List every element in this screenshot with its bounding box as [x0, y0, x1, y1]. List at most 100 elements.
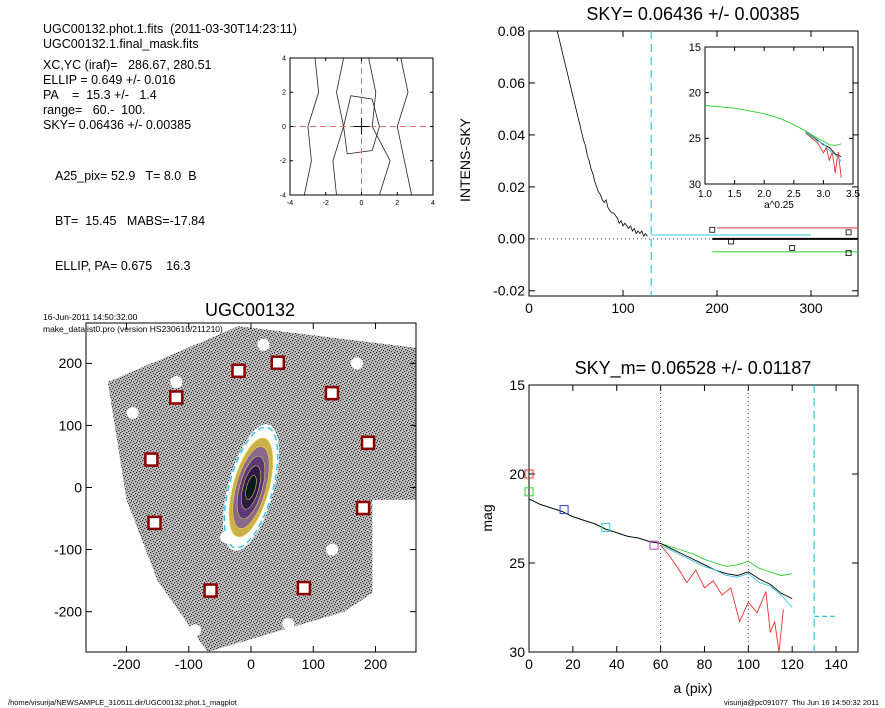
- masked-star: [151, 587, 164, 600]
- galaxy-ytick-label: 100: [59, 417, 83, 433]
- sky-xtick-label: 300: [799, 300, 823, 316]
- mask-square: [360, 435, 376, 451]
- footer-user-date: visurija@pc091077 Thu Jun 16 14:50:32 20…: [724, 698, 879, 707]
- galaxy-isophote: [245, 475, 257, 500]
- contour-line: [396, 57, 412, 196]
- inset-xtick-label: 2.0: [757, 189, 771, 200]
- mag-marker: [524, 487, 534, 497]
- footer-path: /home/visurija/NEWSAMPLE_310511.dir/UGC0…: [8, 698, 237, 707]
- sky-square-marker: [845, 250, 852, 257]
- masked-star: [126, 407, 139, 420]
- mag-ytick-label: 15: [509, 377, 525, 393]
- sky-plot-title: SKY= 0.06436 +/- 0.00385: [586, 4, 799, 24]
- mag-profile-line: [660, 544, 793, 608]
- mag-xtick-label: 140: [824, 656, 848, 672]
- sky-plot-ylabel: INTENS-SKY: [457, 117, 473, 202]
- inset-line: [704, 105, 842, 147]
- info-line-pa: PA = 15.3 +/- 1.4: [43, 88, 157, 102]
- inset-line: [805, 131, 842, 162]
- inset-xtick-label: 3.5: [846, 189, 860, 200]
- inset-frame: [704, 46, 854, 185]
- sky-square-marker: [845, 229, 852, 236]
- sky-xtick-label: 0: [525, 300, 533, 316]
- info-line-program: make_datalist0.pro (version HS230610/211…: [43, 324, 223, 334]
- mag-xtick-label: 20: [565, 656, 581, 672]
- inset-ytick-label: 20: [689, 88, 701, 100]
- mag-profile-line: [660, 544, 784, 653]
- sky-ytick-label: 0.04: [498, 127, 525, 143]
- info-line-sky: SKY= 0.06436 +/- 0.00385: [43, 118, 192, 132]
- contour-plot: -4 -2 0 2 4 -4 -2 0 2 4: [280, 55, 435, 207]
- mask-square: [203, 583, 218, 598]
- mask-square: [144, 452, 159, 467]
- masked-star: [220, 531, 233, 544]
- galaxy-xtick-label: -100: [175, 656, 203, 672]
- masked-star: [350, 357, 363, 370]
- inset-line: [805, 131, 842, 158]
- mag-plot-ylabel: mag: [479, 504, 495, 531]
- contour-ytick-label: -2: [280, 158, 286, 165]
- mag-marker: [649, 540, 659, 550]
- magnitude-profile-plot: SKY_m= 0.06528 +/- 0.01187 mag a (pix) 0…: [479, 358, 859, 696]
- contour-ytick-label: 2: [282, 90, 286, 97]
- mag-ytick-label: 30: [509, 644, 525, 660]
- mask-square: [296, 580, 312, 596]
- info-line-ellip: ELLIP = 0.649 +/- 0.016: [43, 73, 176, 87]
- contour-xtick-label: 4: [431, 200, 435, 207]
- inset-line: [805, 132, 842, 178]
- info-line-file: UGC00132.phot.1.fits (2011-03-30T14:23:1…: [43, 22, 297, 36]
- inset-xtick-label: 2.5: [787, 189, 801, 200]
- mask-square: [355, 500, 371, 516]
- mag-marker: [601, 522, 611, 532]
- mask-square: [324, 385, 340, 401]
- mag-xtick-label: 0: [525, 656, 533, 672]
- inset-ytick-label: 25: [689, 133, 701, 145]
- galaxy-plot-title: UGC00132: [205, 300, 295, 320]
- masked-star: [257, 338, 270, 351]
- sky-xtick-label: 100: [611, 300, 635, 316]
- inset-ytick-label: 15: [689, 42, 701, 54]
- galaxy-ytick-label: -200: [54, 604, 82, 620]
- masked-star: [170, 375, 183, 388]
- contour-xtick-label: -4: [287, 200, 293, 207]
- info-line-date: 16-Jun-2011 14:50:32.00: [43, 312, 138, 322]
- mag-xtick-label: 100: [737, 656, 761, 672]
- contour-xtick-label: 2: [395, 200, 399, 207]
- galaxy-xtick-label: 0: [247, 656, 255, 672]
- mag-profile-line: [528, 498, 793, 600]
- info-line-range: range= 60.- 100.: [43, 103, 146, 117]
- mask-square: [169, 390, 184, 405]
- info-line-mask: UGC00132.1.final_mask.fits: [43, 37, 199, 51]
- mag-marker: [559, 505, 569, 515]
- sky-frame: [528, 30, 859, 297]
- mag-xtick-label: 60: [653, 656, 669, 672]
- mag-marker: [524, 469, 534, 479]
- sky-ellipse: [223, 426, 279, 549]
- sky-xtick-label: 200: [705, 300, 729, 316]
- sky-ytick-label: 0.08: [498, 23, 525, 39]
- info-line-bt: BT= 15.45 MABS=-17.84: [55, 214, 206, 228]
- galaxy-xtick-label: 100: [302, 656, 326, 672]
- inset-xtick-label: 1.0: [698, 189, 712, 200]
- sky-ytick-label: 0.00: [498, 231, 525, 247]
- masked-star: [325, 543, 338, 556]
- masked-star: [282, 618, 295, 631]
- mag-frame: [528, 384, 859, 653]
- sky-square-marker: [789, 245, 796, 251]
- galaxy-image-plot: UGC00132 -200 -100 0 100 200 -200 -100 0 100 200: [54, 300, 417, 672]
- contour-xtick-label: -2: [323, 200, 329, 207]
- inset-xtick-label: 1.5: [728, 189, 742, 200]
- contour-ytick-label: -4: [280, 192, 286, 199]
- contour-line: [303, 57, 320, 196]
- sky-intensity-plot: SKY= 0.06436 +/- 0.00385 INTENS-SKY 0 100…: [457, 4, 860, 316]
- info-line-ellip-pa: ELLIP, PA= 0.675 16.3: [55, 259, 191, 273]
- sky-square-marker: [709, 226, 716, 233]
- mag-xtick-label: 40: [609, 656, 625, 672]
- sky-profile-line: [556, 30, 648, 238]
- galaxy-ytick-label: 200: [59, 355, 83, 371]
- inset-xtick-label: 3.0: [816, 189, 830, 200]
- mask-square: [270, 355, 286, 370]
- galaxy-xtick-label: 200: [364, 656, 388, 672]
- mag-xtick-label: 80: [697, 656, 713, 672]
